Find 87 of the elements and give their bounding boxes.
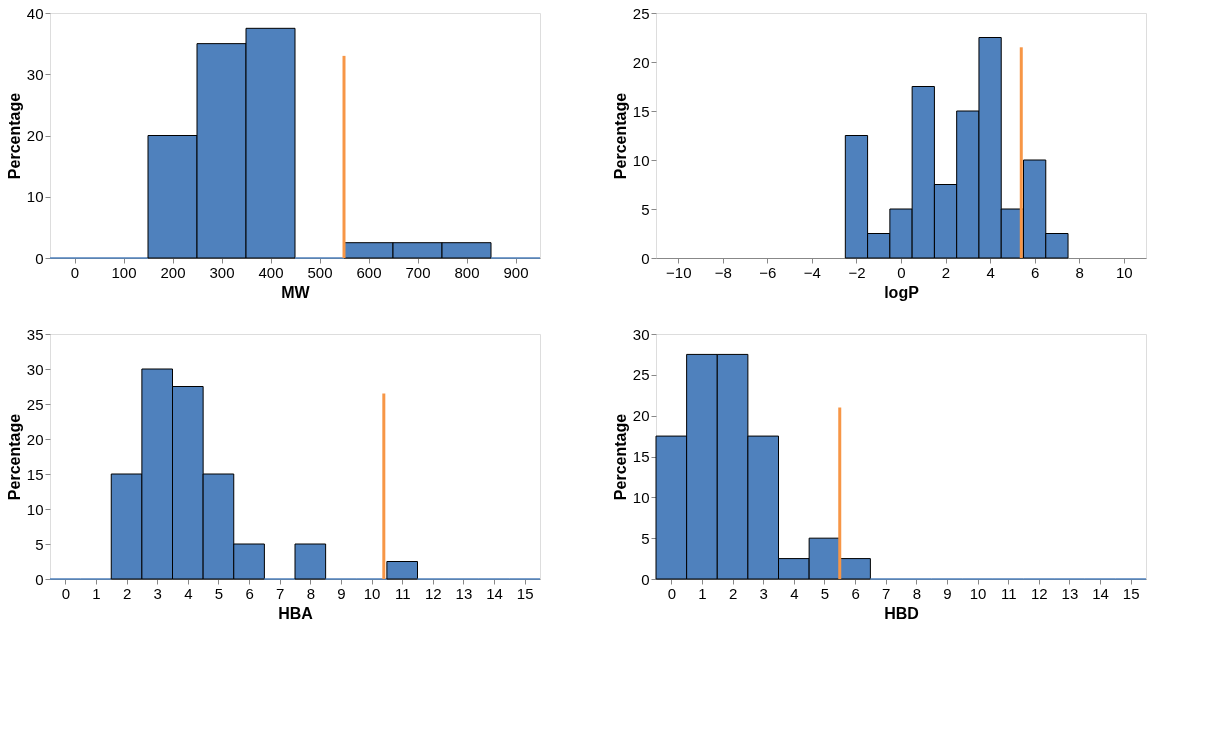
x-tick-label: 5 [214, 584, 224, 602]
x-tick-label: 9 [943, 584, 952, 602]
x-axis-title: MW [281, 283, 311, 301]
y-tick-label: 25 [26, 395, 44, 413]
y-tick-label: 30 [26, 65, 44, 83]
x-tick-label: 600 [356, 263, 382, 281]
x-axis-title: logP [884, 283, 920, 301]
x-tick-label: 14 [1092, 584, 1109, 602]
y-tick-label: 15 [26, 465, 44, 483]
x-tick-label: 10 [363, 584, 381, 602]
x-tick-label: 10 [1115, 263, 1133, 281]
y-tick-label: 0 [35, 249, 44, 267]
y-tick-label: 20 [632, 53, 650, 71]
x-tick-label: 8 [306, 584, 315, 602]
x-tick-label: 5 [820, 584, 830, 602]
x-tick-label: 3 [759, 584, 768, 602]
x-tick-label: −4 [803, 263, 821, 281]
x-tick-label: 14 [486, 584, 503, 602]
x-tick-label: 200 [160, 263, 186, 281]
y-tick-label: 20 [26, 430, 44, 448]
y-tick-label: 15 [632, 102, 650, 120]
y-axis-title: Percentage [5, 413, 23, 501]
x-tick-label: 7 [276, 584, 285, 602]
x-tick-label: −8 [714, 263, 732, 281]
x-tick-label: 6 [1030, 263, 1040, 281]
x-tick-label: 0 [897, 263, 906, 281]
x-tick-label: 900 [503, 263, 529, 281]
x-axis-title: HBA [278, 604, 314, 622]
y-tick-label: 20 [26, 127, 44, 144]
y-axis-title: Percentage [5, 92, 23, 180]
y-tick-label: 20 [632, 407, 650, 425]
x-tick-label: −10 [666, 263, 692, 281]
y-tick-label: 10 [26, 188, 44, 206]
y-tick-label: 10 [26, 500, 44, 518]
x-tick-label: 12 [1030, 584, 1048, 602]
x-tick-label: 700 [405, 263, 431, 281]
x-tick-label: 0 [70, 263, 80, 281]
y-tick-label: 10 [632, 488, 650, 506]
x-tick-label: 2 [941, 263, 951, 281]
x-tick-label: 12 [424, 584, 442, 602]
x-tick-label: 400 [258, 263, 284, 281]
x-tick-label: 11 [1000, 584, 1017, 602]
y-tick-label: 0 [641, 249, 650, 267]
y-tick-label: 5 [35, 535, 44, 553]
x-tick-label: 0 [61, 584, 70, 602]
x-tick-label: 1 [698, 584, 707, 602]
x-tick-label: 6 [245, 584, 254, 602]
x-tick-label: 10 [969, 584, 987, 602]
x-tick-label: 11 [394, 584, 411, 602]
x-tick-label: 100 [111, 263, 137, 281]
y-tick-label: 35 [26, 325, 44, 343]
x-tick-label: 1 [92, 584, 101, 602]
y-tick-label: 5 [641, 529, 650, 547]
x-tick-label: 15 [516, 584, 534, 602]
x-tick-label: 3 [153, 584, 162, 602]
x-tick-label: −6 [759, 263, 777, 281]
x-tick-label: 13 [1061, 584, 1079, 602]
x-tick-label: 6 [851, 584, 860, 602]
x-tick-label: 8 [1075, 263, 1084, 281]
x-tick-label: 8 [912, 584, 921, 602]
x-tick-label: 800 [454, 263, 480, 281]
x-tick-label: 4 [986, 263, 995, 281]
y-tick-label: 5 [641, 200, 650, 218]
x-tick-label: 4 [790, 584, 799, 602]
x-tick-label: 7 [882, 584, 891, 602]
x-tick-label: 2 [122, 584, 132, 602]
y-tick-label: 40 [26, 4, 44, 22]
y-tick-label: 0 [641, 570, 650, 588]
x-axis-title: HBD [884, 604, 919, 622]
y-tick-label: 0 [35, 570, 44, 588]
x-tick-label: 300 [209, 263, 235, 281]
y-tick-label: 30 [26, 360, 44, 378]
x-tick-label: −2 [848, 263, 866, 281]
x-tick-label: 4 [184, 584, 193, 602]
x-tick-label: 0 [667, 584, 676, 602]
y-tick-label: 15 [632, 448, 650, 465]
y-tick-label: 25 [632, 366, 650, 384]
y-tick-label: 30 [632, 325, 650, 343]
y-tick-label: 10 [632, 151, 650, 169]
x-tick-label: 500 [307, 263, 333, 281]
x-tick-label: 2 [728, 584, 738, 602]
y-tick-label: 25 [632, 4, 650, 22]
x-tick-label: 9 [337, 584, 346, 602]
x-tick-label: 15 [1122, 584, 1140, 602]
y-axis-title: Percentage [611, 92, 629, 180]
y-axis-title: Percentage [611, 413, 629, 501]
x-tick-label: 13 [455, 584, 473, 602]
